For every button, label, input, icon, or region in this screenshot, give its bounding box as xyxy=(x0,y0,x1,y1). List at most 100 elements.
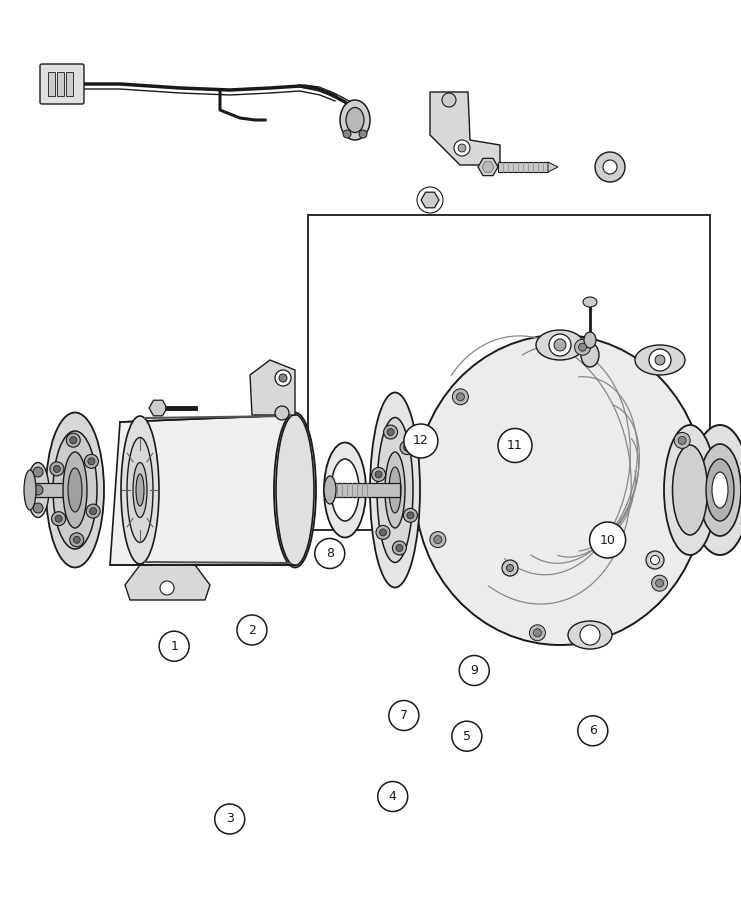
Circle shape xyxy=(90,508,96,515)
Circle shape xyxy=(66,433,80,447)
Circle shape xyxy=(55,515,62,522)
Circle shape xyxy=(86,504,100,518)
Circle shape xyxy=(580,625,600,645)
Circle shape xyxy=(554,339,566,351)
Ellipse shape xyxy=(370,392,420,588)
Circle shape xyxy=(275,406,289,420)
Circle shape xyxy=(400,441,414,454)
Circle shape xyxy=(343,130,351,138)
Ellipse shape xyxy=(536,330,584,360)
Circle shape xyxy=(84,454,99,468)
Circle shape xyxy=(379,529,387,535)
Ellipse shape xyxy=(127,437,153,543)
Ellipse shape xyxy=(324,443,366,537)
Circle shape xyxy=(73,536,80,544)
Text: 2: 2 xyxy=(248,624,256,636)
Circle shape xyxy=(403,508,417,522)
Circle shape xyxy=(371,467,385,482)
Circle shape xyxy=(452,721,482,752)
Ellipse shape xyxy=(68,468,82,512)
Circle shape xyxy=(590,522,625,558)
Polygon shape xyxy=(430,92,500,165)
Ellipse shape xyxy=(133,463,147,518)
Text: 6: 6 xyxy=(589,724,597,737)
Circle shape xyxy=(275,370,291,386)
Circle shape xyxy=(534,629,542,637)
Circle shape xyxy=(375,471,382,478)
Ellipse shape xyxy=(706,459,734,521)
Text: 12: 12 xyxy=(413,435,429,447)
Ellipse shape xyxy=(584,332,596,348)
Ellipse shape xyxy=(389,467,401,513)
Circle shape xyxy=(407,512,414,519)
Bar xyxy=(308,215,710,530)
Polygon shape xyxy=(421,193,439,208)
Ellipse shape xyxy=(274,412,316,568)
Ellipse shape xyxy=(377,418,413,562)
Ellipse shape xyxy=(46,412,104,568)
Text: 10: 10 xyxy=(599,534,616,546)
Circle shape xyxy=(50,462,64,476)
Circle shape xyxy=(378,781,408,812)
Circle shape xyxy=(70,436,77,444)
Circle shape xyxy=(359,130,367,138)
Circle shape xyxy=(393,541,406,555)
Polygon shape xyxy=(482,162,494,172)
Ellipse shape xyxy=(568,621,612,649)
Circle shape xyxy=(315,538,345,569)
Polygon shape xyxy=(149,400,167,416)
Circle shape xyxy=(502,560,518,576)
Circle shape xyxy=(578,716,608,746)
Circle shape xyxy=(453,389,468,405)
Circle shape xyxy=(456,392,465,400)
Ellipse shape xyxy=(673,445,708,535)
Circle shape xyxy=(603,160,617,174)
Text: 5: 5 xyxy=(463,730,471,742)
Circle shape xyxy=(389,700,419,731)
Circle shape xyxy=(458,144,466,152)
Text: 3: 3 xyxy=(226,813,233,825)
Ellipse shape xyxy=(346,107,364,132)
Circle shape xyxy=(384,425,398,439)
Circle shape xyxy=(529,625,545,641)
Text: 9: 9 xyxy=(471,664,478,677)
Circle shape xyxy=(159,631,189,662)
Ellipse shape xyxy=(583,297,597,307)
Circle shape xyxy=(442,93,456,107)
Circle shape xyxy=(507,564,514,572)
Polygon shape xyxy=(110,415,295,565)
Ellipse shape xyxy=(415,335,705,645)
Circle shape xyxy=(279,374,287,382)
Text: 1: 1 xyxy=(170,640,178,652)
Circle shape xyxy=(88,458,95,464)
Ellipse shape xyxy=(581,343,599,367)
Circle shape xyxy=(237,615,267,645)
Ellipse shape xyxy=(385,452,405,528)
Ellipse shape xyxy=(331,459,359,521)
Bar xyxy=(57,72,64,96)
Circle shape xyxy=(404,424,438,458)
Ellipse shape xyxy=(712,472,728,508)
Circle shape xyxy=(674,432,690,448)
Ellipse shape xyxy=(121,416,159,564)
Circle shape xyxy=(651,555,659,564)
Ellipse shape xyxy=(136,474,144,506)
Ellipse shape xyxy=(63,452,87,528)
Polygon shape xyxy=(548,162,558,172)
Text: 4: 4 xyxy=(389,790,396,803)
Circle shape xyxy=(33,485,43,495)
Circle shape xyxy=(656,580,664,587)
Polygon shape xyxy=(125,565,210,600)
Ellipse shape xyxy=(690,425,741,555)
Circle shape xyxy=(678,436,686,445)
Circle shape xyxy=(70,533,84,547)
Text: 7: 7 xyxy=(400,709,408,722)
Circle shape xyxy=(52,512,66,526)
Bar xyxy=(48,72,55,96)
Circle shape xyxy=(579,343,587,351)
Ellipse shape xyxy=(24,470,36,510)
Circle shape xyxy=(53,465,60,472)
Ellipse shape xyxy=(324,476,336,504)
Polygon shape xyxy=(250,360,295,415)
Circle shape xyxy=(655,355,665,365)
